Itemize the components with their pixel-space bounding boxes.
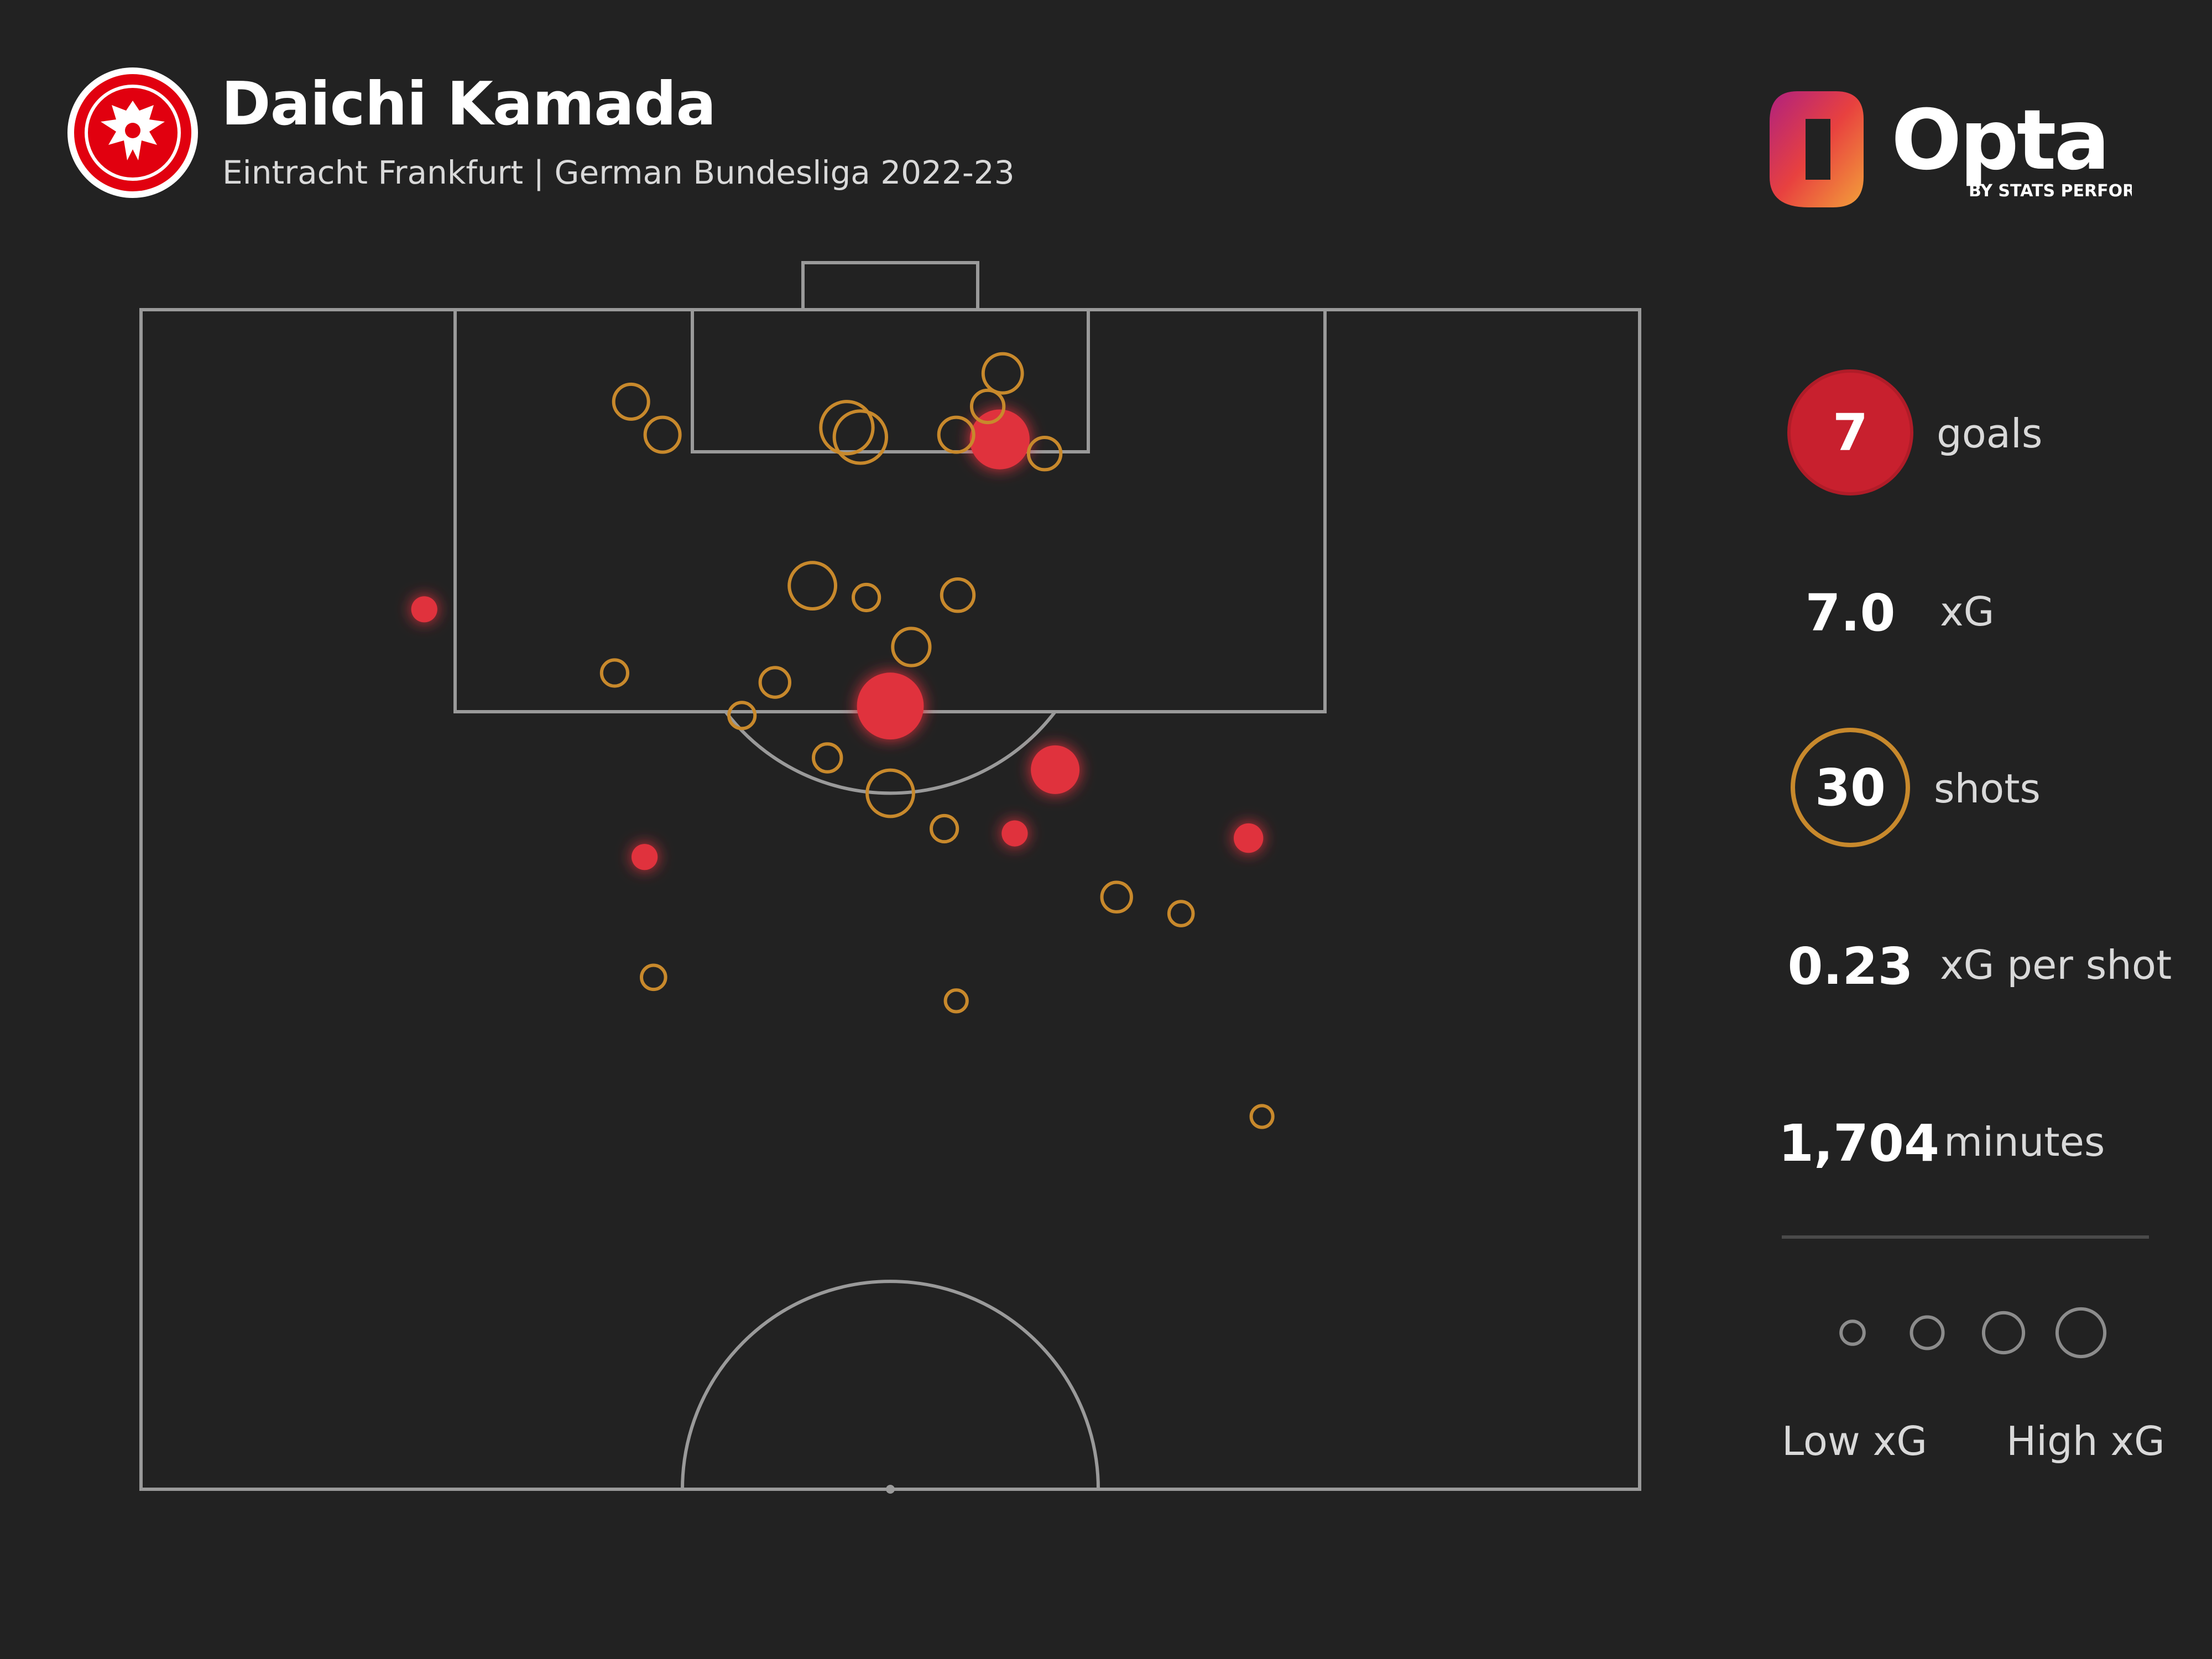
divider: [1782, 1235, 2149, 1239]
shot-marker: [599, 658, 630, 688]
shot-marker: [1167, 900, 1195, 927]
shot-marker: [1100, 880, 1133, 914]
goal-marker: [857, 672, 924, 740]
penalty-arc: [724, 711, 1057, 795]
goal-marker: [1001, 820, 1028, 847]
xg-value: 7.0: [1805, 583, 1896, 643]
legend-size-marker: [1981, 1311, 2026, 1355]
shot-marker: [640, 963, 667, 992]
svg-text:Opta: Opta: [1891, 92, 2108, 189]
shot-marker: [943, 988, 969, 1014]
goals-value: 7: [1791, 373, 1910, 492]
subtitle: Eintracht Frankfurt | German Bundesliga …: [222, 154, 1015, 191]
shot-marker: [865, 768, 915, 818]
legend-size-marker: [2055, 1307, 2107, 1359]
center-circle: [681, 1280, 1100, 1490]
shot-marker: [812, 742, 843, 774]
minutes-value: 1,704: [1778, 1114, 1940, 1173]
legend-high-label: High xG: [2006, 1418, 2165, 1464]
goal-marker: [411, 596, 437, 623]
svg-text:BY STATS PERFORM: BY STATS PERFORM: [1969, 181, 2132, 201]
center-spot: [886, 1485, 895, 1494]
shot-marker: [1249, 1104, 1275, 1129]
shot-marker: [832, 409, 889, 465]
legend-size-marker: [1839, 1319, 1866, 1346]
goal-marker: [969, 409, 1030, 469]
shot-marker: [940, 577, 976, 613]
shot-marker: [930, 813, 959, 844]
legend-low-label: Low xG: [1782, 1418, 1928, 1464]
xg-label: xG: [1940, 588, 1995, 635]
shot-marker: [727, 701, 757, 731]
player-name: Daichi Kamada: [221, 70, 716, 139]
shot-marker: [643, 415, 682, 454]
shot-marker: [787, 561, 837, 611]
goal-marker: [632, 844, 658, 870]
shot-marker: [1026, 436, 1063, 472]
shot-marker: [612, 382, 650, 421]
xg-per-shot-label: xG per shot: [1940, 942, 2172, 988]
xg-size-legend: [1839, 1307, 2107, 1359]
shot-marker: [758, 666, 792, 699]
shot-marker: [891, 627, 932, 667]
shots-label: shots: [1934, 765, 2041, 812]
six-yard-box: [691, 308, 1090, 453]
goal: [801, 261, 979, 311]
pitch-lines: [139, 261, 1641, 1491]
shot-marker: [981, 352, 1024, 395]
shot-marker: [969, 388, 1006, 425]
pitch-outline: [139, 308, 1641, 1491]
shots-value: 30: [1791, 728, 1910, 847]
goals-label: goals: [1937, 410, 2043, 457]
shot-marker: [852, 582, 881, 613]
eintracht-frankfurt-crest-icon: [67, 67, 198, 198]
legend-size-marker: [1910, 1315, 1945, 1350]
shot-marker: [819, 400, 875, 456]
shot-marker: [937, 415, 975, 454]
minutes-label: minutes: [1944, 1119, 2105, 1165]
goal-marker: [1031, 745, 1080, 794]
opta-logo-icon: Opta BY STATS PERFORM: [1770, 91, 2132, 207]
penalty-box: [453, 308, 1327, 713]
goal-marker: [1234, 823, 1264, 853]
xg-per-shot-value: 0.23: [1787, 937, 1913, 996]
